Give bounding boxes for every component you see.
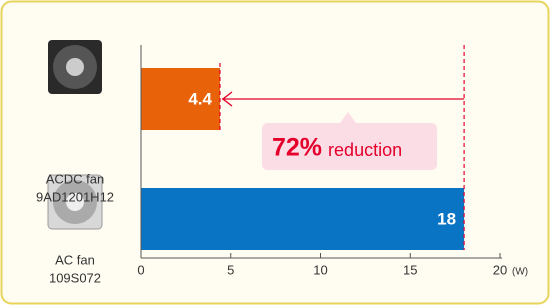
x-tick-label: 5 [227, 262, 234, 277]
value-label: 4.4 [188, 89, 212, 108]
category-label: AC fan [55, 252, 95, 267]
fan-icon [48, 40, 102, 94]
category-label: 9AD1201H12 [36, 189, 114, 204]
category-label: 109S072 [49, 270, 101, 285]
annotation-text: reduction [328, 140, 402, 160]
x-tick-label: 15 [403, 262, 417, 277]
x-axis-label: (W) [512, 267, 528, 278]
bar [141, 188, 464, 250]
value-label: 18 [437, 209, 456, 228]
x-tick-label: 0 [137, 262, 144, 277]
x-tick-label: 20 [493, 262, 507, 277]
x-tick-label: 10 [313, 262, 327, 277]
category-label: ACDC fan [46, 171, 105, 186]
annotation-highlight: 72% [272, 134, 322, 162]
chart: 72% reduction (W) 0 5 10 15 20 4.4 ACDC fan 9AD… [0, 0, 550, 305]
